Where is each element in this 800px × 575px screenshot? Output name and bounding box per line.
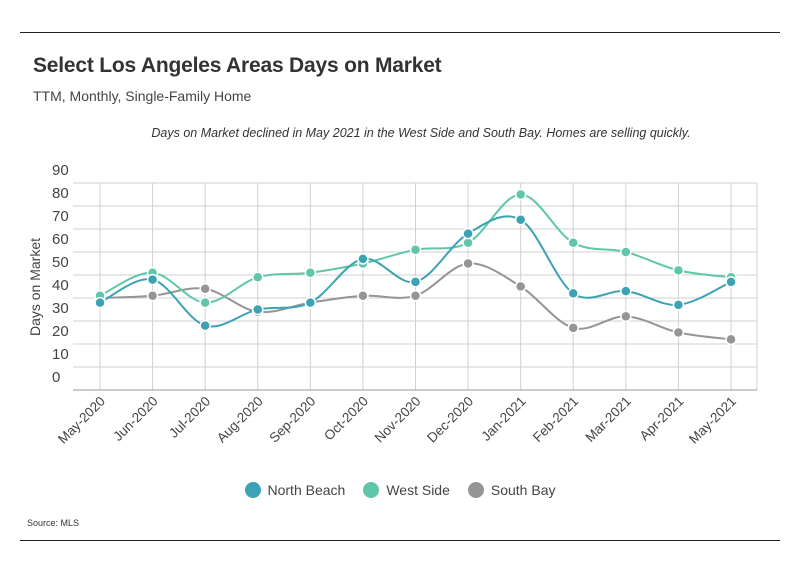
y-tick-label: 20 (52, 323, 69, 340)
north-beach-point (94, 296, 106, 309)
north-beach-point (567, 287, 579, 300)
west-side-point (199, 296, 211, 309)
south-bay-point (146, 289, 159, 302)
x-tick-label: Jul-2020 (166, 394, 213, 441)
west-side-point (514, 188, 527, 201)
legend-swatch-south-bay (467, 482, 484, 498)
y-tick-label: 90 (52, 162, 69, 179)
west-side-point (409, 243, 422, 256)
x-tick-label: Jun-2020 (110, 394, 160, 444)
chart-subtitle: TTM, Monthly, Single-Family Home (33, 88, 252, 104)
y-tick-label: 30 (52, 300, 69, 317)
north-beach-point (620, 285, 632, 297)
chart-legend: North Beach West Side South Bay (0, 482, 800, 498)
legend-item-west-side: West Side (363, 482, 450, 498)
west-side-point (567, 237, 579, 249)
x-tick-label: Dec-2020 (424, 394, 476, 446)
legend-item-south-bay: South Bay (467, 482, 556, 498)
north-beach-point (672, 299, 685, 311)
top-rule (20, 32, 780, 33)
west-side-point (252, 271, 264, 284)
x-tick-label: Sep-2020 (266, 394, 318, 446)
y-tick-label: 0 (52, 369, 60, 386)
north-beach-point (199, 319, 211, 332)
legend-label-north-beach: North Beach (267, 482, 346, 498)
y-tick-label: 10 (52, 346, 69, 363)
line-chart: 0 10 20 30 40 50 60 70 80 90 Days on Market May-202… (27, 162, 758, 447)
legend-swatch-west-side (363, 482, 380, 498)
chart-title: Select Los Angeles Areas Days on Market (33, 54, 442, 77)
west-side-point (304, 266, 317, 279)
south-bay-point (725, 333, 737, 346)
south-bay-point (514, 280, 527, 293)
y-tick-label: 70 (52, 208, 69, 225)
y-axis-title: Days on Market (27, 238, 43, 336)
source-note: Source: MLS (27, 518, 80, 528)
south-bay-point (462, 257, 474, 270)
bottom-rule (20, 540, 780, 541)
north-beach-point (462, 227, 474, 240)
x-tick-label: Jan-2021 (478, 394, 528, 444)
y-tick-label: 50 (52, 254, 69, 271)
north-beach-point (409, 276, 422, 288)
y-tick-label: 40 (52, 277, 69, 294)
x-tick-label: Mar-2021 (582, 394, 633, 445)
x-tick-label: Apr-2021 (637, 394, 687, 444)
south-bay-point (409, 289, 422, 302)
x-tick-label: Aug-2020 (214, 394, 266, 446)
north-beach-point (725, 276, 737, 288)
y-tick-label: 60 (52, 231, 69, 248)
south-bay-point (357, 289, 369, 302)
south-bay-point (199, 283, 211, 295)
legend-swatch-north-beach (244, 482, 261, 498)
west-side-point (672, 264, 685, 277)
x-tick-label: Oct-2020 (321, 394, 371, 444)
south-bay-point (672, 326, 685, 339)
south-bay-point (620, 310, 632, 323)
south-bay-point (567, 322, 579, 334)
x-tick-label: Feb-2021 (530, 394, 581, 445)
legend-label-west-side: West Side (386, 482, 450, 498)
north-beach-point (304, 296, 317, 309)
north-beach-point (252, 303, 264, 316)
x-tick-label: May-2020 (55, 394, 108, 447)
legend-item-north-beach: North Beach (244, 482, 346, 498)
x-tick-label: May-2021 (686, 394, 739, 447)
north-beach-point (514, 214, 527, 226)
north-beach-point (146, 273, 159, 286)
legend-label-south-bay: South Bay (490, 482, 556, 498)
x-tick-label: Nov-2020 (372, 394, 424, 446)
chart-annotation: Days on Market declined in May 2021 in t… (151, 126, 691, 140)
west-side-point (620, 246, 632, 258)
north-beach-point (357, 253, 369, 265)
y-tick-label: 80 (52, 185, 69, 202)
